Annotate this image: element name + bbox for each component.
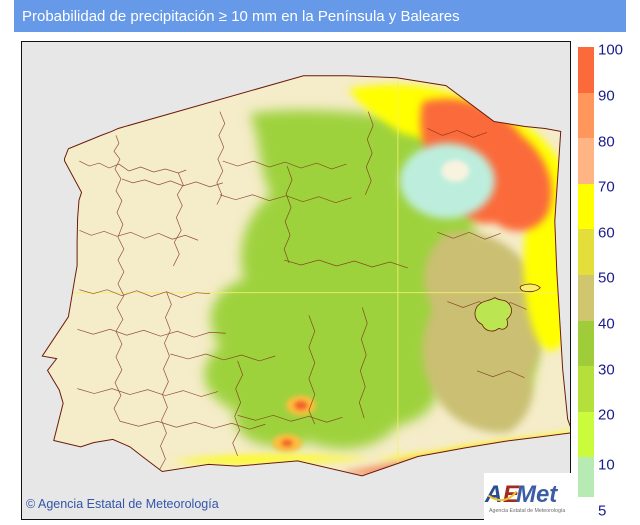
svg-text:Met: Met (516, 481, 558, 508)
svg-text:A: A (484, 481, 502, 508)
svg-text:Agencia Estatal de Meteorologí: Agencia Estatal de Meteorología (489, 508, 565, 514)
